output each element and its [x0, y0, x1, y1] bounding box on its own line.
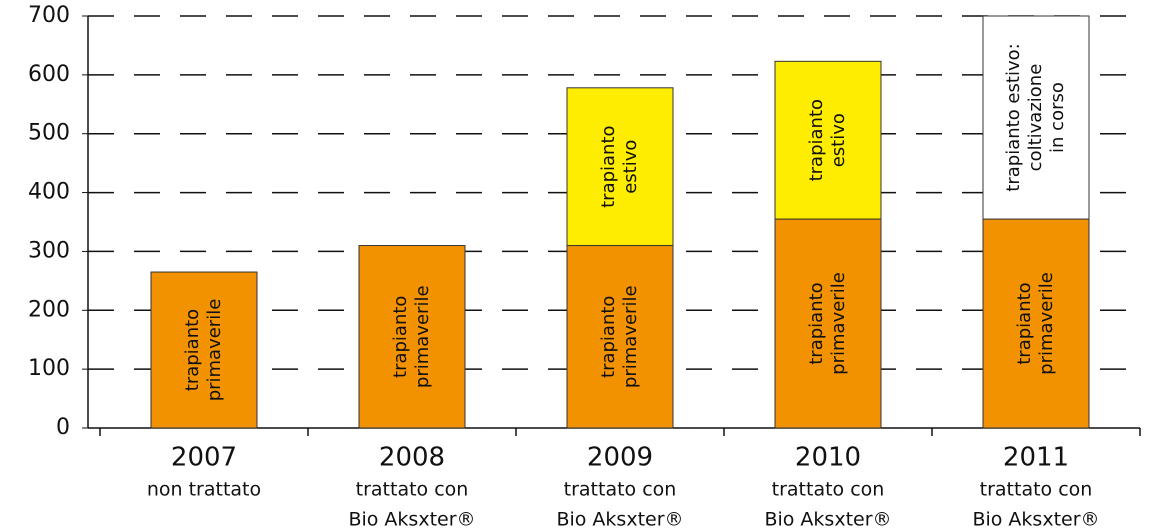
y-tick-label: 300 — [28, 238, 70, 263]
x-tick-note: Bio Aksxter® — [348, 509, 475, 531]
x-tick-note: trattato con — [356, 479, 469, 501]
y-tick-label: 400 — [28, 180, 70, 205]
y-tick-label: 100 — [28, 356, 70, 381]
x-tick-note: trattato con — [564, 479, 677, 501]
x-tick-label: 2007 — [171, 443, 237, 473]
segment-label-line: trapianto — [1014, 282, 1035, 364]
segment-label: trapianto estivo — [598, 125, 641, 207]
x-tick-note: Bio Aksxter® — [556, 509, 683, 531]
segment-label: trapianto estivo — [806, 99, 849, 181]
segment-label-line: trapianto — [182, 309, 203, 391]
segment-label-line: primaverile — [412, 285, 433, 388]
bar-segment — [774, 60, 882, 220]
segment-label: trapianto primaverile — [806, 272, 849, 375]
x-tick-label: 2011 — [1003, 443, 1069, 473]
bar-segment — [566, 87, 674, 247]
y-tick-label: 200 — [28, 297, 70, 322]
segment-label-line: trapianto — [806, 99, 827, 181]
segment-label: trapianto primaverile — [598, 285, 641, 388]
x-tick-note: non trattato — [147, 479, 261, 501]
segment-label-line: primaverile — [1036, 272, 1057, 375]
segment-label-line: trapianto — [806, 282, 827, 364]
y-tick-label: 600 — [28, 62, 70, 87]
x-tick-label: 2009 — [587, 443, 653, 473]
segment-label-line: primaverile — [204, 299, 225, 402]
segment-label: trapianto primaverile — [182, 299, 225, 402]
x-tick-note: Bio Aksxter® — [972, 509, 1099, 531]
segment-label-line: trapianto — [598, 125, 619, 207]
bar-segment — [982, 218, 1090, 429]
y-tick-label: 0 — [56, 415, 70, 440]
x-tick-note: Bio Aksxter® — [764, 509, 891, 531]
y-tick-label: 700 — [28, 3, 70, 28]
segment-label: trapianto primaverile — [1014, 272, 1057, 375]
segment-label-line: in corso — [1047, 82, 1068, 153]
x-tick-label: 2010 — [795, 443, 861, 473]
segment-label-line: estivo — [620, 140, 641, 194]
segment-label-line: trapianto — [390, 296, 411, 378]
bar-segment — [774, 218, 882, 429]
bar-segment — [150, 271, 258, 429]
segment-label: trapianto estivo: coltivazione in corso — [1003, 43, 1068, 191]
segment-label: trapianto primaverile — [390, 285, 433, 388]
bar-segment — [982, 15, 1090, 220]
segment-label-line: primaverile — [828, 272, 849, 375]
segment-label-line: coltivazione — [1025, 64, 1046, 172]
x-tick-note: trattato con — [980, 479, 1093, 501]
segment-label-line: primaverile — [620, 285, 641, 388]
segment-label-line: estivo — [828, 113, 849, 167]
x-tick-note: trattato con — [772, 479, 885, 501]
x-tick-label: 2008 — [379, 443, 445, 473]
bar-segment — [358, 245, 466, 429]
y-tick-label: 500 — [28, 121, 70, 146]
segment-label-line: trapianto estivo: — [1003, 43, 1024, 191]
bar-segment — [566, 245, 674, 429]
segment-label-line: trapianto — [598, 296, 619, 378]
